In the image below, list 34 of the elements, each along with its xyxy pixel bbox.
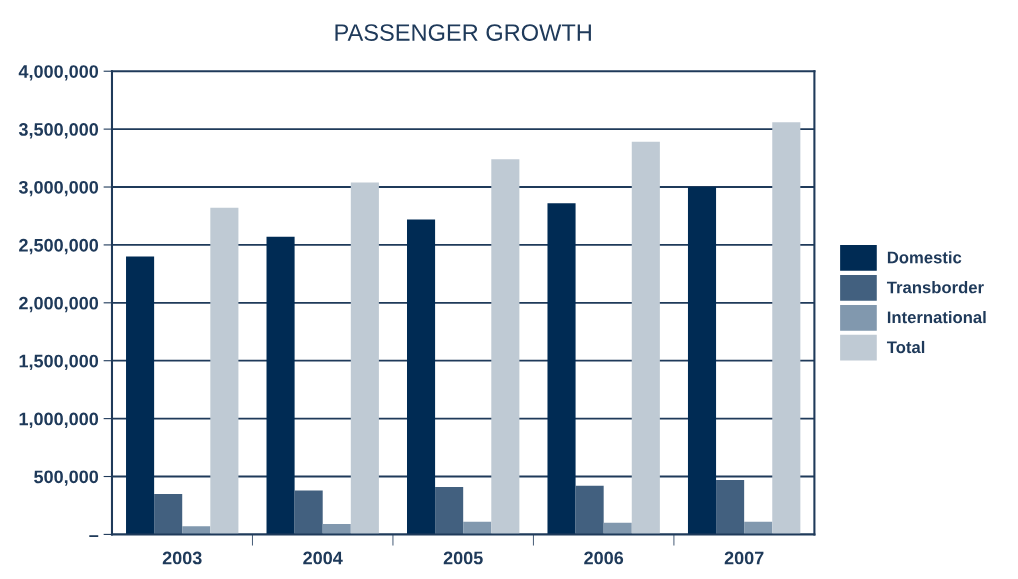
- bar: [294, 490, 323, 535]
- y-tick-label: 2,500,000: [19, 238, 99, 255]
- bar: [772, 122, 801, 535]
- bar: [687, 187, 717, 535]
- x-tick-label: 2005: [443, 551, 483, 565]
- bar: [547, 203, 576, 535]
- legend-label: Domestic: [887, 251, 962, 264]
- bar: [407, 219, 436, 535]
- bar: [491, 159, 520, 535]
- bar: [631, 141, 660, 535]
- x-tick-label: 2006: [584, 551, 624, 565]
- y-tick-label: 1,500,000: [19, 354, 99, 371]
- legend-label: Transborder: [886, 281, 984, 294]
- y-tick-label: 500,000: [34, 470, 99, 486]
- y-tick-label: 1,000,000: [19, 412, 99, 428]
- bar: [350, 182, 379, 535]
- bar: [210, 207, 239, 535]
- bar: [716, 479, 745, 535]
- bar: [575, 485, 604, 535]
- y-tick-label: 3,000,000: [18, 180, 99, 197]
- y-tick-label: 3,500,000: [18, 123, 99, 139]
- y-tick-label: 2,000,000: [19, 296, 99, 313]
- bar: [154, 493, 183, 535]
- legend-label: International: [887, 310, 986, 324]
- chart-title: PASSENGER GROWTH: [335, 24, 591, 41]
- y-tick-label: –: [89, 535, 99, 538]
- bar: [126, 256, 155, 535]
- legend-label: Total: [886, 340, 925, 354]
- y-tick-label: 4,000,000: [18, 65, 99, 81]
- bar: [435, 486, 464, 535]
- x-tick-label: 2003: [162, 551, 202, 565]
- x-tick-label: 2004: [303, 551, 343, 565]
- x-tick-label: 2007: [724, 551, 764, 565]
- bar: [266, 236, 295, 535]
